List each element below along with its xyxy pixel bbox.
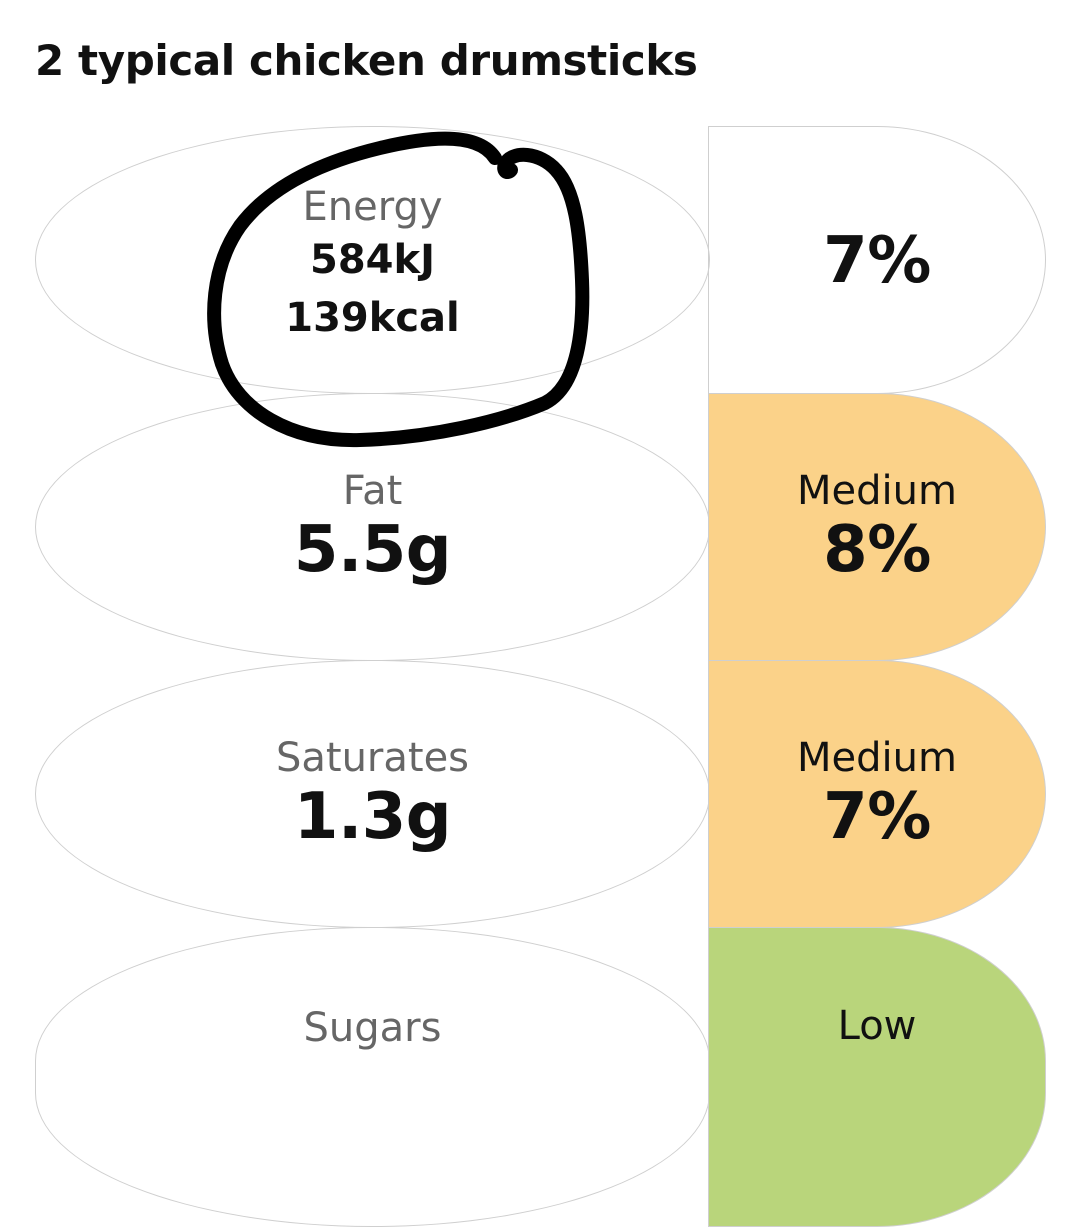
sugars-amount-cell: Sugars xyxy=(35,927,710,1227)
fat-amount-cell: Fat 5.5g xyxy=(35,393,710,661)
traffic-light-level: Medium xyxy=(797,735,957,782)
reference-intake-percent: 7% xyxy=(823,224,931,299)
nutrient-label: Energy xyxy=(302,184,443,230)
energy-kj-value: 584kJ xyxy=(310,237,435,283)
saturates-level-cell: Medium 7% xyxy=(708,660,1046,928)
nutrient-amount: 5.5g xyxy=(293,513,452,588)
nutrient-row-energy: Energy 584kJ 139kcal 7% xyxy=(35,126,1046,394)
traffic-light-level: Low xyxy=(837,1003,917,1049)
nutrient-row-fat: Fat 5.5g Medium 8% xyxy=(35,393,1046,661)
energy-percent-cell: 7% xyxy=(708,126,1046,394)
nutrient-label: Sugars xyxy=(303,1005,442,1051)
reference-intake-percent: 8% xyxy=(823,513,931,588)
nutrient-label: Fat xyxy=(342,468,403,515)
page-title: 2 typical chicken drumsticks xyxy=(35,36,698,85)
energy-amount-cell: Energy 584kJ 139kcal xyxy=(35,126,710,394)
saturates-amount-cell: Saturates 1.3g xyxy=(35,660,710,928)
fat-level-cell: Medium 8% xyxy=(708,393,1046,661)
sugars-level-cell: Low xyxy=(708,927,1046,1227)
nutrient-row-saturates: Saturates 1.3g Medium 7% xyxy=(35,660,1046,928)
nutrient-row-sugars: Sugars Low xyxy=(35,927,1046,1227)
nutrient-label: Saturates xyxy=(275,735,470,782)
traffic-light-level: Medium xyxy=(797,468,957,515)
reference-intake-percent: 7% xyxy=(823,780,931,855)
energy-kcal-value: 139kcal xyxy=(285,295,460,341)
nutrient-amount: 1.3g xyxy=(293,780,452,855)
